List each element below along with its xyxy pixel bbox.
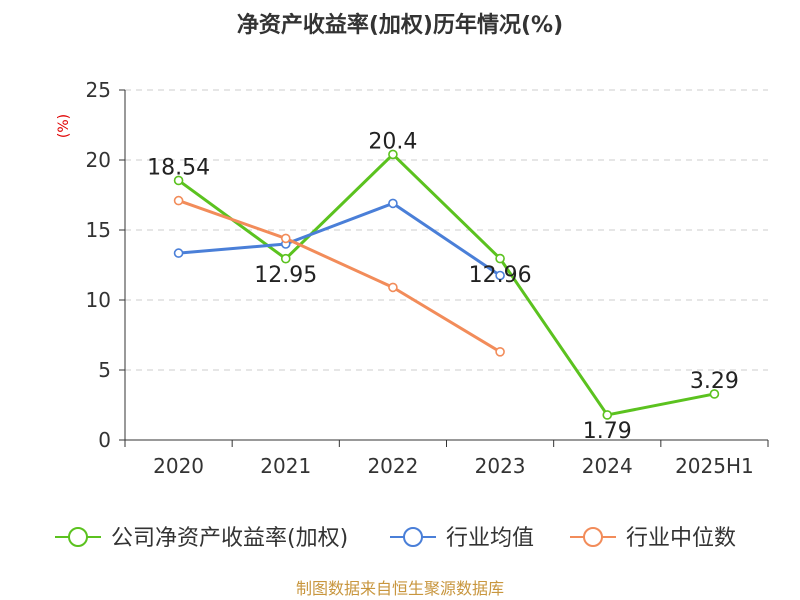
series-1 (173, 198, 505, 281)
y-tick-label: 5 (98, 358, 111, 382)
data-label: 18.54 (147, 155, 210, 180)
data-label: 3.29 (690, 369, 739, 394)
data-point[interactable] (280, 253, 291, 264)
legend-item-2[interactable]: 行业中位数 (570, 526, 736, 551)
x-tick-label: 2022 (367, 454, 418, 478)
y-tick-label: 15 (86, 218, 111, 242)
data-label: 20.4 (368, 129, 417, 154)
legend[interactable]: 公司净资产收益率(加权) 行业均值 行业中位数 (55, 526, 736, 551)
data-label: 12.96 (469, 263, 532, 288)
data-labels: 18.54 12.95 20.4 12.96 1.79 3.29 (147, 129, 739, 444)
legend-label: 行业中位数 (626, 526, 736, 551)
legend-label: 行业均值 (446, 526, 534, 551)
legend-marker (68, 527, 88, 547)
data-label: 12.95 (254, 263, 317, 288)
data-point[interactable] (173, 195, 184, 206)
data-point[interactable] (709, 389, 720, 399)
data-point[interactable] (173, 248, 184, 258)
data-point[interactable] (495, 253, 505, 264)
y-tick-label: 25 (86, 78, 111, 102)
series-line (178, 199, 501, 354)
legend-item-0[interactable]: 公司净资产收益率(加权) (55, 526, 348, 551)
source-note: 制图数据来自恒生聚源数据库 (296, 579, 504, 598)
series-line (178, 201, 501, 277)
legend-marker (403, 527, 423, 547)
y-tick-label: 20 (86, 148, 111, 172)
series-2 (173, 195, 505, 357)
legend-item-1[interactable]: 行业均值 (390, 526, 534, 551)
data-point[interactable] (173, 175, 184, 186)
data-point[interactable] (280, 233, 291, 244)
y-tick-label: 10 (86, 288, 111, 312)
data-label: 1.79 (583, 419, 632, 444)
data-point[interactable] (388, 198, 398, 209)
x-tick-label: 2024 (582, 454, 633, 478)
data-point[interactable] (388, 282, 398, 293)
y-tick-label: 0 (98, 428, 111, 452)
x-tick-label: 2023 (475, 454, 526, 478)
x-tick-label: 2021 (260, 454, 311, 478)
data-point[interactable] (495, 270, 505, 281)
chart-title: 净资产收益率(加权)历年情况(%) (237, 12, 563, 38)
data-point[interactable] (388, 149, 398, 160)
series-layer (173, 149, 720, 420)
data-point[interactable] (495, 346, 505, 357)
x-tick-label: 2020 (153, 454, 204, 478)
y-unit-label: (%) (56, 114, 72, 138)
grid (125, 89, 768, 371)
axes: 0 5 10 15 20 25 2020 2021 2022 2023 2024 2025H1 (86, 78, 769, 478)
legend-label: 公司净资产收益率(加权) (111, 526, 348, 551)
x-tick-label: 2025H1 (675, 454, 754, 478)
legend-marker (583, 527, 603, 547)
data-point[interactable] (602, 410, 613, 420)
